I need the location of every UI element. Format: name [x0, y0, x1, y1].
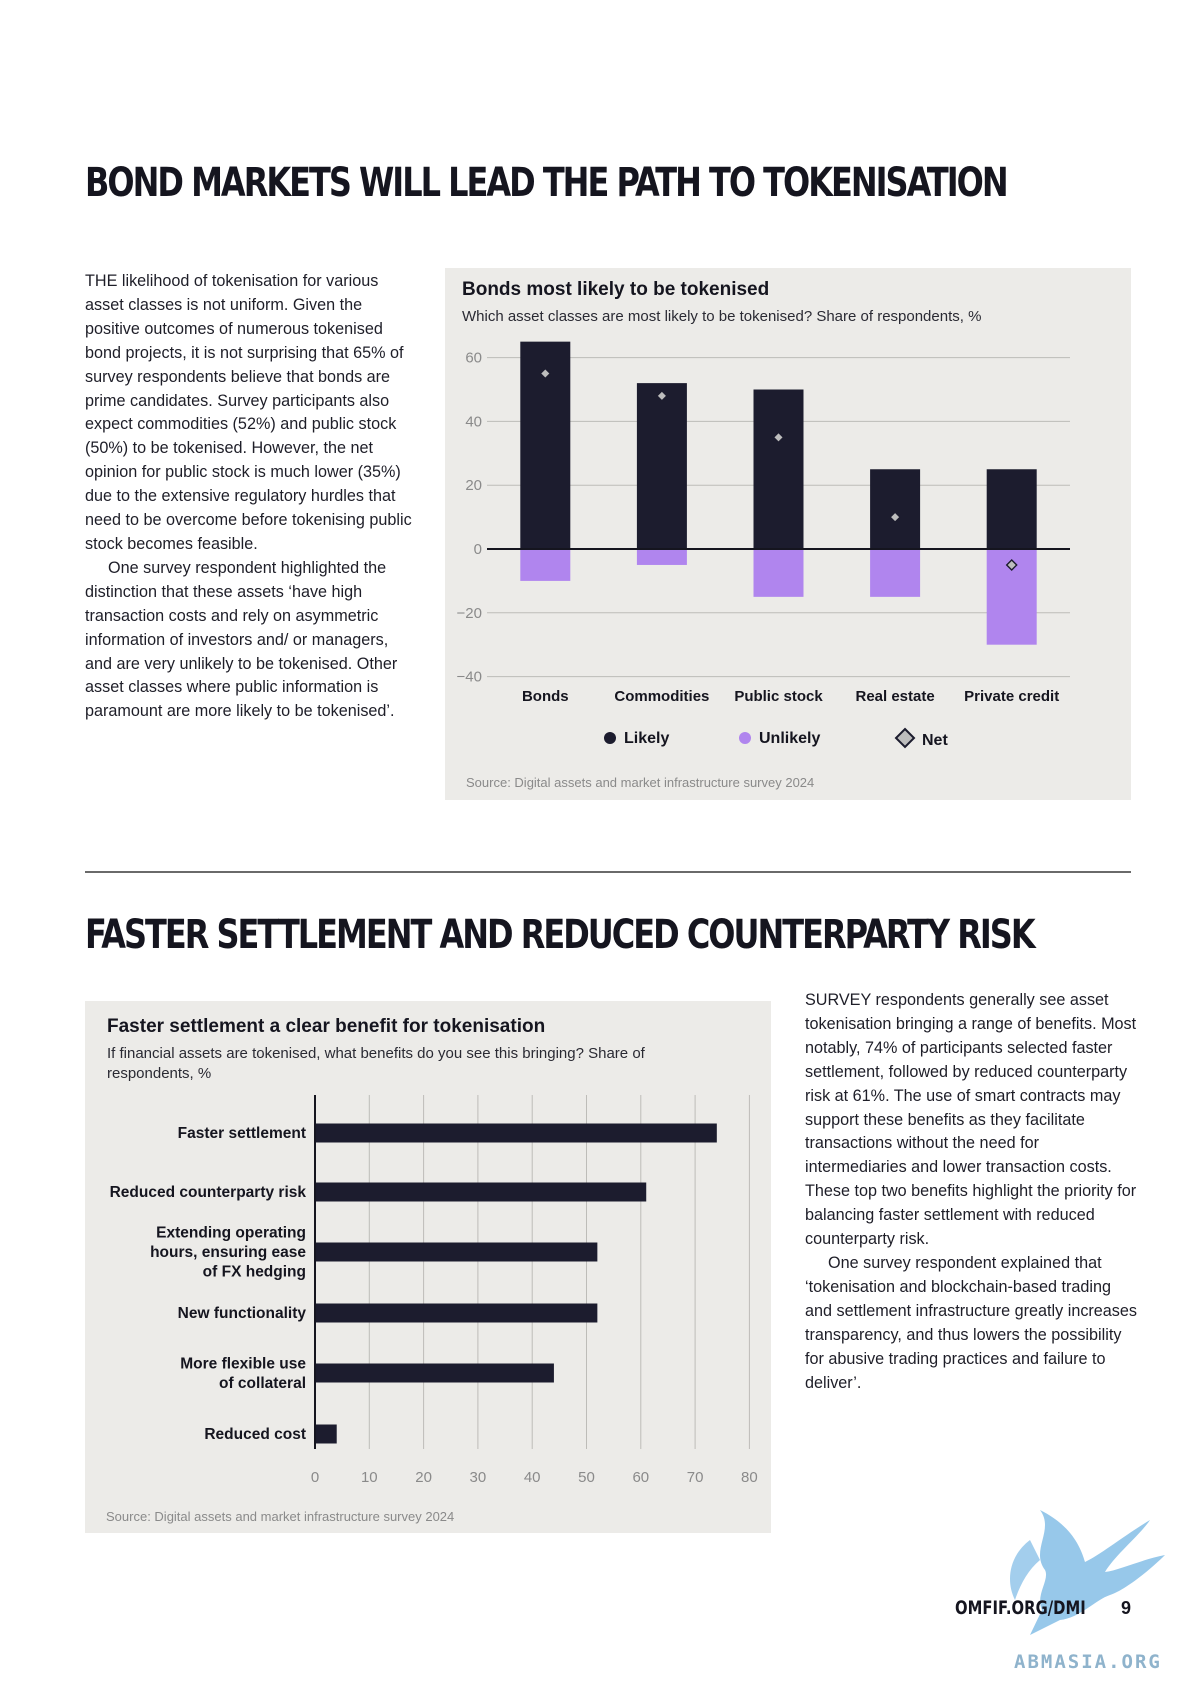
section2-heading: FASTER SETTLEMENT AND REDUCED COUNTERPAR…: [85, 912, 1036, 958]
benefit-bar: [315, 1363, 554, 1383]
net-marker: [772, 431, 785, 444]
legend-net-swatch: [894, 727, 916, 749]
chart-subtitle: Which asset classes are most likely to b…: [462, 308, 982, 325]
y-category-label: Reduced cost: [204, 1426, 306, 1443]
y-tick-label: 60: [465, 350, 482, 367]
x-tick-label: Commodities: [614, 688, 709, 705]
x-tick-label: Real estate: [855, 688, 934, 705]
x-tick-label: Private credit: [964, 688, 1059, 705]
section2-body: SURVEY respondents generally see asset t…: [805, 989, 1140, 1395]
unlikely-bar: [870, 549, 921, 597]
legend-unlikely-swatch: [739, 732, 751, 744]
chart-bonds-panel: Bonds most likely to be tokenised Which …: [445, 268, 1131, 800]
section1-paragraph: THE likelihood of tokenisation for vario…: [85, 272, 412, 553]
x-tick-label: 60: [632, 1469, 649, 1486]
footer-url[interactable]: OMFIF.ORG/DMI: [955, 1597, 1086, 1619]
section2-paragraph: One survey respondent explained that ‘to…: [805, 1253, 1138, 1392]
x-tick-label: 30: [470, 1469, 487, 1486]
chart-source: Source: Digital assets and market infras…: [106, 1509, 455, 1524]
legend-unlikely-label: Unlikely: [759, 730, 820, 747]
watermark-logo: [1010, 1510, 1165, 1635]
chart-subtitle: If financial assets are tokenised, what …: [107, 1045, 645, 1082]
x-tick-label: 40: [524, 1469, 541, 1486]
chart-title: Faster settlement a clear benefit for to…: [107, 1016, 546, 1037]
benefit-bar: [315, 1424, 337, 1444]
x-tick-label: Bonds: [522, 688, 569, 705]
likely-bar: [753, 389, 804, 549]
y-category-label: hours, ensuring ease: [150, 1244, 306, 1261]
unlikely-bar: [520, 549, 571, 581]
chart-benefits-panel: Faster settlement a clear benefit for to…: [85, 1001, 771, 1533]
section1-paragraph: One survey respondent highlighted the di…: [85, 558, 398, 721]
likely-bar: [636, 383, 687, 549]
section2-paragraph: SURVEY respondents generally see asset t…: [805, 991, 1137, 1249]
x-tick-label: 80: [741, 1469, 758, 1486]
net-marker: [1005, 558, 1018, 571]
net-marker: [655, 389, 668, 402]
y-category-label: Reduced counterparty risk: [110, 1184, 307, 1201]
x-tick-label: 50: [578, 1469, 595, 1486]
benefit-bar: [315, 1123, 717, 1143]
legend-likely-swatch: [604, 732, 616, 744]
y-category-label: of FX hedging: [203, 1264, 306, 1281]
y-category-label: Extending operating: [156, 1225, 306, 1242]
legend-net-label: Net: [922, 732, 948, 749]
benefit-bar: [315, 1182, 647, 1202]
net-marker: [889, 511, 902, 524]
likely-bar: [986, 469, 1037, 549]
chart-title: Bonds most likely to be tokenised: [462, 279, 770, 300]
y-tick-label: 0: [474, 541, 482, 558]
y-category-label: of collateral: [219, 1375, 306, 1392]
net-marker: [539, 367, 552, 380]
x-tick-label: 0: [311, 1469, 319, 1486]
y-tick-label: −40: [457, 669, 482, 686]
benefit-bar: [315, 1303, 598, 1323]
benefit-bar: [315, 1242, 598, 1262]
benefits-bar-chart: 0 10 20 30 40 50 60 70 80 Faster settlement Reduce…: [110, 1095, 758, 1486]
x-tick-label: 70: [687, 1469, 704, 1486]
section1-body: THE likelihood of tokenisation for vario…: [85, 270, 415, 724]
page-number: 9: [1121, 1598, 1132, 1618]
watermark-text: ABMASIA.ORG: [1014, 1651, 1162, 1673]
y-tick-label: 20: [465, 477, 482, 494]
chart-source: Source: Digital assets and market infras…: [466, 775, 815, 790]
legend-likely-label: Likely: [624, 730, 669, 747]
y-category-label: More flexible use: [180, 1355, 306, 1372]
x-tick-label: 10: [361, 1469, 378, 1486]
y-category-label: New functionality: [178, 1305, 307, 1322]
likely-bar: [870, 469, 921, 549]
bonds-column-chart: 60 40 20 0 −20 −40 Bonds Commodities Public stoc…: [457, 341, 1070, 749]
section1-heading: BOND MARKETS WILL LEAD THE PATH TO TOKEN…: [85, 160, 1009, 206]
y-category-label: Faster settlement: [178, 1125, 306, 1142]
x-tick-label: 20: [415, 1469, 432, 1486]
y-tick-label: −20: [457, 605, 482, 622]
unlikely-bar: [753, 549, 804, 597]
y-tick-label: 40: [465, 413, 482, 430]
x-tick-label: Public stock: [734, 688, 823, 705]
unlikely-bar: [636, 549, 687, 565]
section-divider: [85, 871, 1131, 873]
